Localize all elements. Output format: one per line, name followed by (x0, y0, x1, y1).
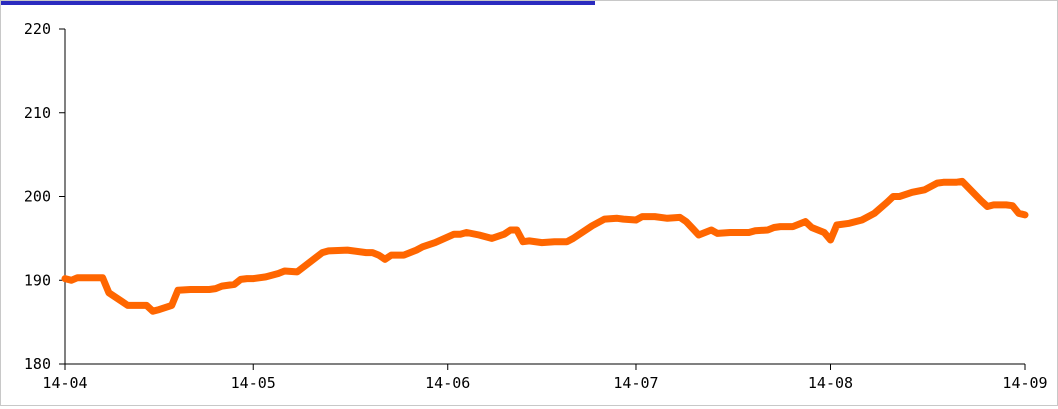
top-accent-bar (1, 1, 595, 5)
x-tick-label: 14-04 (42, 374, 87, 392)
series-line (61, 177, 1029, 315)
y-tick-label: 180 (24, 355, 51, 373)
x-tick-label: 14-07 (613, 374, 658, 392)
y-tick-label: 190 (24, 271, 51, 289)
axes (59, 28, 1026, 370)
x-tick-label: 14-05 (231, 374, 276, 392)
x-tick-label: 14-06 (425, 374, 470, 392)
series-layer (61, 177, 1029, 315)
x-tick-label: 14-09 (1002, 374, 1047, 392)
y-tick-label: 200 (24, 188, 51, 206)
x-tick-label: 14-08 (808, 374, 853, 392)
y-tick-label: 210 (24, 104, 51, 122)
y-tick-label: 220 (24, 20, 51, 38)
tick-labels: 180 190 200 210 220 14-04 14-05 14-06 14-07 14-08… (24, 20, 1048, 392)
